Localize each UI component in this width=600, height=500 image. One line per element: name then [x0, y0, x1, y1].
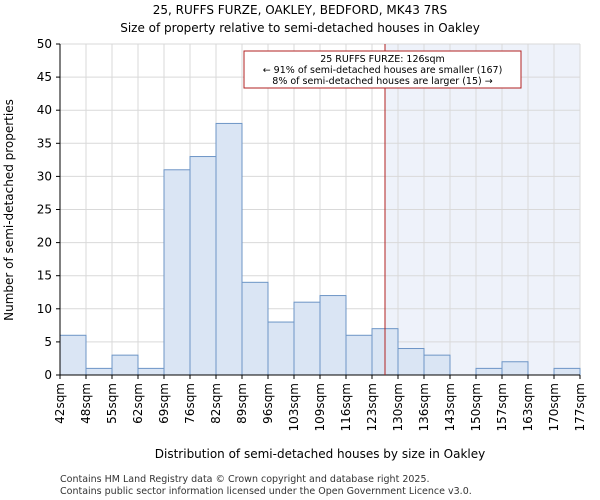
y-tick-label-8: 40 [37, 103, 52, 117]
x-tick-label-19: 170sqm [547, 383, 561, 431]
bar-9 [293, 301, 321, 376]
y-tick-label-0: 0 [44, 368, 52, 382]
y-tick-label-4: 20 [37, 236, 52, 250]
x-tick-label-11: 116sqm [339, 383, 353, 431]
bar-16 [475, 367, 503, 376]
y-tick-label-9: 45 [37, 70, 52, 84]
x-tick-label-0: 42sqm [53, 383, 67, 424]
x-tick-label-8: 96sqm [261, 383, 275, 424]
bar-8 [267, 321, 295, 376]
bar-19 [553, 367, 581, 376]
annotation-line-2: ← 91% of semi-detached houses are smalle… [263, 65, 503, 76]
x-tick-label-16: 150sqm [469, 383, 483, 431]
bar-0 [59, 334, 87, 376]
plot-area: 0 5 10 15 20 25 30 35 40 45 50 42sqm 48sqm 55sqm 62sqm… [37, 37, 587, 431]
x-tick-label-18: 163sqm [521, 383, 535, 431]
y-tick-label-10: 50 [37, 37, 52, 51]
y-tick-label-5: 25 [37, 203, 52, 217]
bar-17 [501, 361, 529, 376]
footer-line-1: Contains HM Land Registry data © Crown c… [60, 474, 430, 485]
bar-3 [137, 367, 165, 376]
y-tick-label-2: 10 [37, 302, 52, 316]
bar-13 [397, 348, 425, 376]
bar-7 [241, 281, 269, 376]
x-tick-label-2: 55sqm [105, 383, 119, 424]
x-tick-label-1: 48sqm [79, 383, 93, 424]
chart-title: 25, RUFFS FURZE, OAKLEY, BEDFORD, MK43 7… [153, 3, 448, 17]
x-tick-label-4: 69sqm [157, 383, 171, 424]
y-axis-label: Number of semi-detached properties [2, 99, 16, 321]
x-tick-label-14: 136sqm [417, 383, 431, 431]
x-tick-label-20: 177sqm [573, 383, 587, 431]
x-tick-label-15: 143sqm [443, 383, 457, 431]
bar-14 [423, 354, 451, 376]
bar-11 [345, 334, 373, 376]
y-tick-label-6: 30 [37, 169, 52, 183]
chart-subtitle: Size of property relative to semi-detach… [120, 21, 480, 35]
x-tick-label-10: 109sqm [313, 383, 327, 431]
x-tick-label-12: 123sqm [365, 383, 379, 431]
y-tick-label-1: 5 [44, 335, 52, 349]
y-tick-label-3: 15 [37, 269, 52, 283]
y-tick-label-7: 35 [37, 136, 52, 150]
x-tick-label-7: 89sqm [235, 383, 249, 424]
annotation-line-1: 25 RUFFS FURZE: 126sqm [320, 54, 445, 65]
bar-6 [215, 122, 243, 376]
bar-10 [319, 295, 347, 376]
bar-1 [85, 367, 113, 376]
footer-line-2: Contains public sector information licen… [60, 486, 472, 497]
annotation-line-3: 8% of semi-detached houses are larger (1… [272, 76, 492, 87]
x-tick-label-9: 103sqm [287, 383, 301, 431]
bar-2 [111, 354, 139, 376]
x-tick-label-6: 82sqm [209, 383, 223, 424]
x-tick-label-5: 76sqm [183, 383, 197, 424]
bar-5 [189, 156, 217, 376]
x-tick-label-17: 157sqm [495, 383, 509, 431]
bar-4 [163, 169, 191, 376]
x-tick-label-13: 130sqm [391, 383, 405, 431]
x-tick-label-3: 62sqm [131, 383, 145, 424]
x-axis-label: Distribution of semi-detached houses by … [155, 447, 485, 461]
annotation-box [243, 50, 522, 89]
